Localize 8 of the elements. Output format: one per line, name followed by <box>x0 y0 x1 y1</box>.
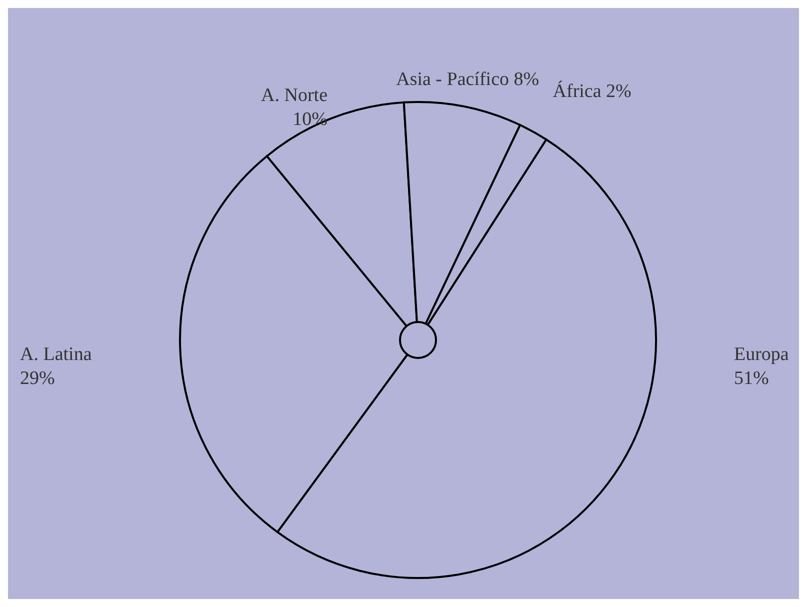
data-label: 51% <box>734 368 769 389</box>
slice-label: Europa <box>734 344 790 365</box>
slice-label: Asia - Pacífico 8% <box>396 68 540 90</box>
data-label: 29% <box>20 368 55 389</box>
slice-label: A. Latina <box>20 344 92 365</box>
slice-label: A. Norte <box>261 85 328 106</box>
data-label: 10% <box>292 109 328 130</box>
slice-label: África 2% <box>552 80 632 102</box>
